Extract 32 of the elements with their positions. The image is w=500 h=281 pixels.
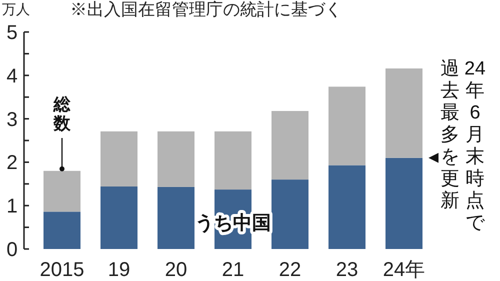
bar [272,110,308,180]
bar [214,131,252,190]
y-tick-label: 0 [6,239,18,261]
x-tick-label: 19 [108,259,130,281]
bar [386,68,422,158]
y-tick-label: 4 [6,65,18,88]
bar [44,170,80,212]
bar [328,165,366,249]
x-tick-label: 2015 [40,259,84,281]
y-tick-label: 5 [6,22,18,44]
text: 24年6月末時点で [464,58,486,234]
x-tick-label: 24年 [382,259,426,281]
bar [100,131,138,187]
bar [328,86,366,166]
x-tick-label: 22 [278,259,302,281]
bar [272,180,308,249]
y-tick-label: 3 [6,108,18,131]
bar [44,212,80,249]
bar [386,158,422,249]
x-tick-label: 20 [164,259,188,281]
series-label: 総数 [52,95,72,134]
bar [158,131,194,187]
y-axis-title: 万人 [2,2,30,18]
y-tick-label: 2 [6,152,18,174]
y-tick-label: 1 [6,196,18,218]
text: ※出入国在留管理庁の統計に基づく [70,0,342,20]
series-label: うち中国 [195,212,271,234]
text: 過去最多を更新 [440,58,460,212]
bar [100,186,138,249]
x-tick-label: 21 [222,259,244,281]
x-tick-label: 23 [336,259,358,281]
bar [158,186,194,249]
